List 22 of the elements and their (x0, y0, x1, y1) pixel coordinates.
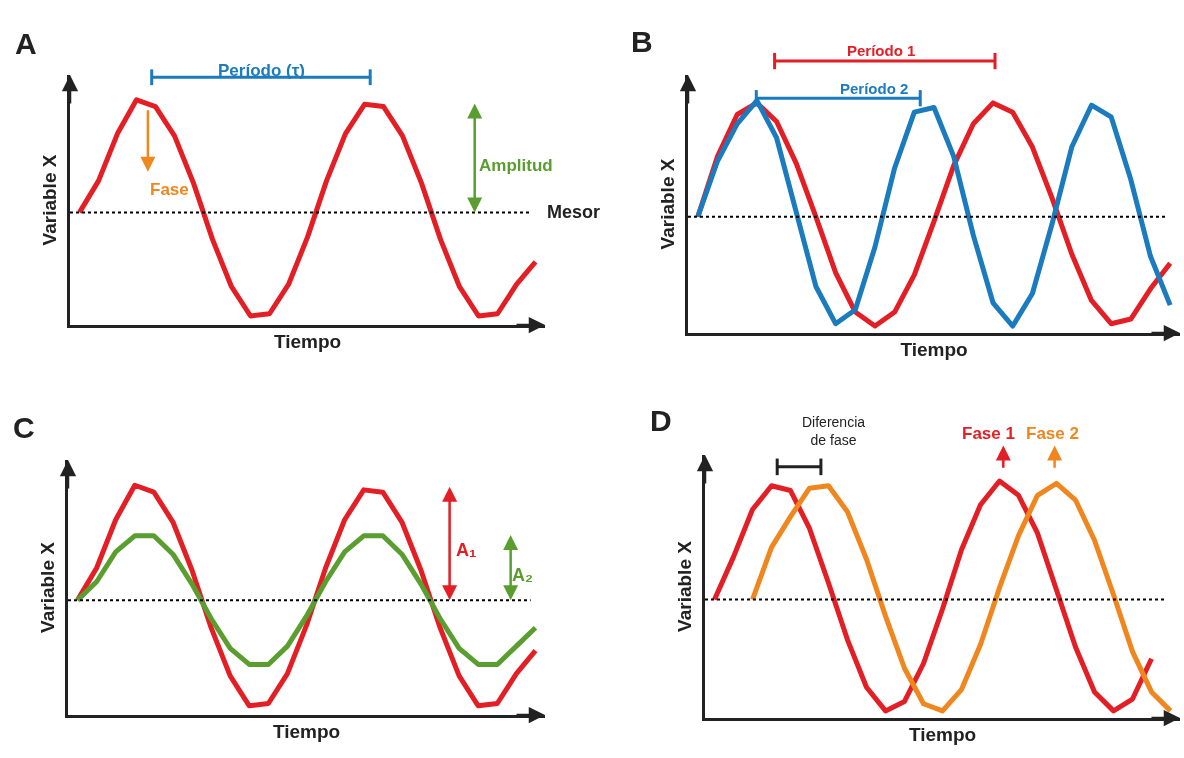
y-axis-title: Variable X (674, 540, 696, 632)
x-axis-title: Tiempo (273, 330, 342, 352)
x-axis-title: Tiempo (908, 723, 977, 745)
y-axis-title: Variable X (37, 541, 59, 633)
chart-title: B (631, 25, 653, 58)
chart-title: A (15, 27, 37, 60)
annotation: A₁ (456, 540, 477, 560)
text: Diferencia de fase (802, 414, 866, 449)
text: Período 1 (847, 42, 916, 59)
chart-title: C (13, 411, 35, 444)
text: Fase 2 (1026, 424, 1079, 443)
text: Fase 1 (962, 424, 1015, 443)
y-axis-title: Variable X (657, 158, 679, 250)
chart-title: D (650, 404, 672, 437)
y-axis-title: Variable X (39, 154, 61, 246)
annotation: Fase (150, 180, 189, 199)
x-axis-title: Tiempo (272, 720, 341, 742)
ref-line-label: Mesor (547, 202, 601, 222)
x-axis-title: Tiempo (900, 338, 968, 360)
annotation: A₂ (512, 565, 533, 585)
text: Período 2 (840, 80, 909, 97)
annotation: Amplitud (479, 156, 553, 175)
